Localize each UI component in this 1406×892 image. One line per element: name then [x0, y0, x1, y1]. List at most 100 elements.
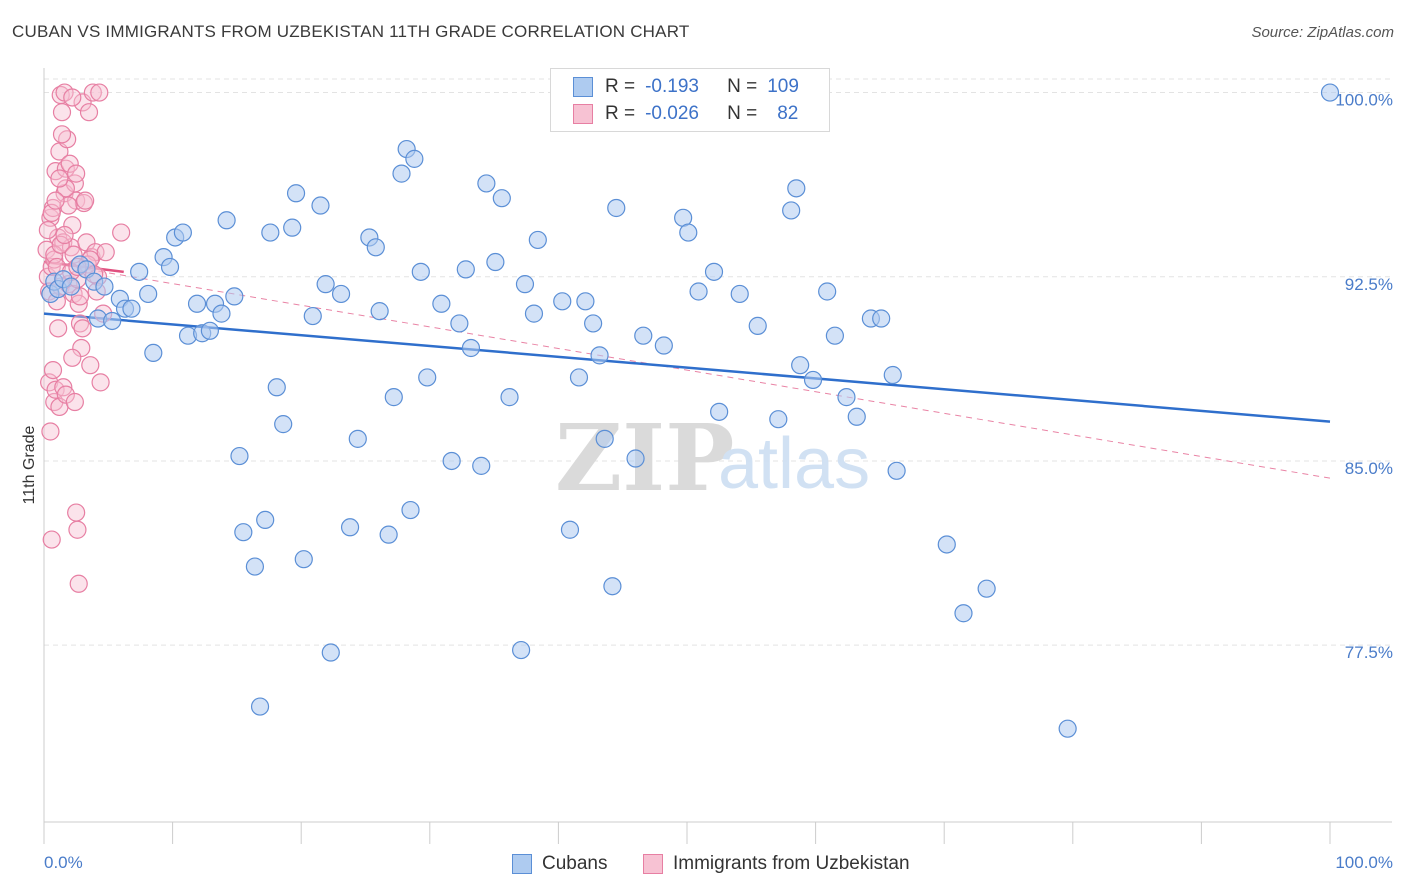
data-point-cubans [977, 579, 996, 598]
data-point-cubans [477, 174, 496, 193]
data-point-uzbekistan [81, 356, 100, 375]
data-point-uzbekistan [54, 378, 73, 397]
data-point-cubans [230, 446, 249, 466]
data-point-cubans [524, 304, 544, 323]
data-point-cubans [937, 535, 956, 554]
data-point-cubans [370, 302, 389, 321]
legend-n-value: 82 [777, 103, 799, 124]
data-point-cubans [379, 525, 398, 544]
data-point-cubans [782, 201, 801, 220]
data-point-uzbekistan [38, 220, 57, 240]
data-point-uzbekistan [112, 223, 131, 242]
data-point-uzbekistan [67, 503, 86, 522]
data-point-cubans [144, 343, 163, 362]
data-point-uzbekistan [49, 319, 68, 338]
data-point-cubans [311, 196, 330, 215]
data-point-uzbekistan [65, 392, 84, 412]
bottom-legend-cubans: Cubans [512, 851, 608, 877]
data-point-uzbekistan [52, 103, 72, 122]
trend-line-cubans [43, 312, 1331, 423]
data-point-cubans [607, 198, 626, 218]
y-tick-label: 100.0% [1335, 91, 1393, 110]
data-point-cubans [366, 238, 385, 257]
data-point-cubans [1058, 719, 1077, 738]
data-point-uzbekistan [73, 319, 92, 338]
bottom-legend-uzbekistan: Immigrants from Uzbekistan [643, 851, 910, 877]
legend-swatch-pink [573, 104, 593, 124]
data-point-cubans [689, 282, 708, 301]
data-point-cubans [590, 346, 609, 365]
data-point-cubans [748, 316, 767, 335]
data-point-uzbekistan [41, 422, 60, 441]
correlation-legend: R = -0.193 N = 109 R = -0.026 N = 82 [550, 68, 830, 132]
data-point-uzbekistan [52, 125, 72, 144]
data-point-cubans [316, 275, 335, 294]
data-point-cubans [95, 277, 114, 296]
data-point-cubans [500, 388, 519, 407]
x-tick-labels: 0.0% 100.0% [44, 853, 1393, 872]
data-point-cubans [442, 451, 461, 471]
data-point-cubans [769, 410, 788, 429]
legend-row-cubans: R = -0.193 N = 109 [573, 75, 799, 99]
data-point-cubans [122, 299, 141, 318]
data-point-cubans [603, 577, 622, 596]
data-point-cubans [492, 189, 511, 208]
data-point-uzbekistan [96, 243, 115, 262]
bottom-legend-label: Immigrants from Uzbekistan [673, 853, 910, 874]
data-point-cubans [679, 223, 698, 242]
data-point-uzbekistan [63, 88, 82, 107]
data-point-uzbekistan [63, 216, 82, 235]
data-point-cubans [472, 456, 491, 475]
data-point-uzbekistan [63, 348, 82, 367]
data-point-cubans [872, 309, 891, 328]
data-point-cubans [512, 640, 531, 660]
y-tick-label: 92.5% [1345, 275, 1393, 294]
data-point-cubans [340, 518, 360, 537]
data-point-uzbekistan [50, 169, 69, 188]
data-point-cubans [173, 223, 192, 242]
data-point-uzbekistan [70, 314, 90, 333]
data-point-cubans [883, 365, 902, 385]
data-point-cubans [303, 306, 322, 326]
data-point-cubans [576, 292, 595, 311]
data-point-cubans [61, 277, 81, 296]
data-point-uzbekistan [76, 191, 95, 210]
data-point-cubans [217, 211, 236, 230]
legend-swatch-blue [573, 77, 593, 97]
data-point-cubans [553, 292, 572, 311]
data-point-cubans [954, 604, 973, 623]
watermark-atlas: atlas [718, 424, 870, 504]
data-point-cubans [560, 520, 580, 539]
series-cubans-points [41, 83, 1340, 738]
data-point-cubans [515, 275, 535, 294]
data-point-cubans [418, 368, 437, 387]
data-point-cubans [225, 287, 244, 306]
series-uzbekistan-points [37, 83, 131, 593]
data-point-cubans [887, 461, 906, 480]
data-point-cubans [528, 230, 547, 250]
data-point-cubans [261, 223, 280, 242]
data-point-cubans [283, 218, 302, 237]
legend-row-uzbekistan: R = -0.026 N = 82 [573, 102, 798, 126]
data-point-cubans [584, 314, 603, 333]
data-point-cubans [286, 184, 306, 203]
data-point-cubans [825, 326, 844, 345]
data-point-cubans [710, 402, 729, 421]
data-point-cubans [411, 262, 430, 281]
legend-n-label: N = [727, 76, 758, 97]
data-point-cubans [450, 314, 469, 333]
y-tick-label: 85.0% [1345, 459, 1393, 478]
data-point-cubans [626, 449, 645, 468]
data-point-cubans [331, 284, 351, 304]
y-tick-labels: 77.5% 85.0% 92.5% 100.0% [1335, 91, 1393, 663]
bottom-legend-swatch-blue [512, 854, 532, 874]
data-point-uzbekistan [69, 294, 88, 313]
data-point-cubans [704, 262, 724, 281]
data-point-cubans [486, 252, 505, 272]
legend-r-label: R = [605, 76, 636, 97]
data-point-cubans [787, 179, 806, 198]
data-point-cubans [456, 260, 475, 279]
legend-n-label: N = [727, 103, 758, 124]
data-point-cubans [392, 164, 411, 183]
data-point-cubans [187, 294, 207, 313]
